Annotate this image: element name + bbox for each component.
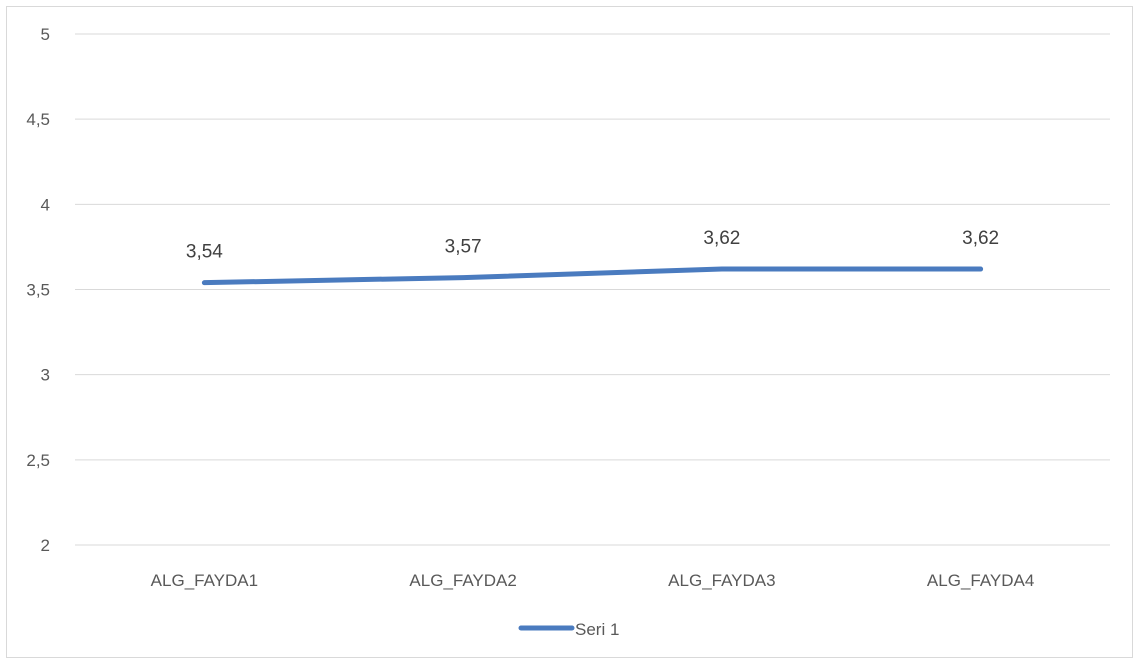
y-tick-label: 4,5 [26,110,50,129]
data-label: 3,54 [186,242,223,263]
x-tick-label: ALG_FAYDA2 [409,571,516,590]
x-tick-label: ALG_FAYDA1 [151,571,258,590]
y-tick-label: 3,5 [26,281,50,300]
x-tick-label: ALG_FAYDA4 [927,571,1034,590]
series-line [201,266,984,286]
y-tick-label: 5 [41,25,50,44]
y-tick-label: 4 [41,195,50,214]
y-tick-label: 2,5 [26,451,50,470]
data-label: 3,57 [445,237,482,258]
data-label: 3,62 [703,228,740,249]
x-tick-label: ALG_FAYDA3 [668,571,775,590]
y-tick-label: 3 [41,366,50,385]
y-tick-label: 2 [41,536,50,555]
legend-label: Seri 1 [575,620,619,639]
data-label: 3,62 [962,228,999,249]
chart-frame [6,6,1133,658]
